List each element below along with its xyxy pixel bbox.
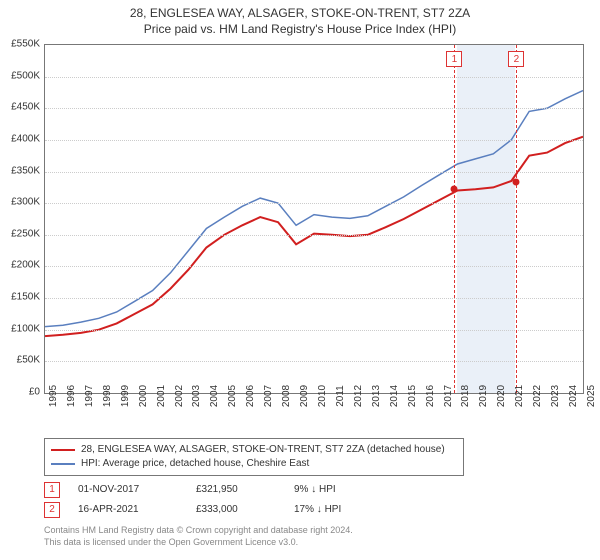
y-axis-label: £350K [2, 165, 40, 176]
y-axis-label: £0 [2, 387, 40, 398]
x-axis-label: 2009 [299, 385, 310, 407]
x-axis-label: 2002 [174, 385, 185, 407]
x-axis-label: 1997 [84, 385, 95, 407]
x-axis-label: 2003 [191, 385, 202, 407]
x-axis-label: 2022 [532, 385, 543, 407]
marker-dot-2 [513, 179, 520, 186]
marker-line-2 [516, 45, 517, 393]
gridline-h [45, 172, 583, 173]
y-axis-label: £450K [2, 102, 40, 113]
footer-line2: This data is licensed under the Open Gov… [44, 536, 353, 548]
x-axis-label: 2019 [478, 385, 489, 407]
y-axis-label: £550K [2, 39, 40, 50]
chart-lines-svg [45, 45, 583, 393]
marker-diff-2: 17% ↓ HPI [294, 500, 384, 520]
y-axis-label: £100K [2, 323, 40, 334]
y-axis-label: £400K [2, 133, 40, 144]
y-axis-label: £300K [2, 197, 40, 208]
x-axis-label: 1998 [102, 385, 113, 407]
y-axis-label: £500K [2, 70, 40, 81]
gridline-h [45, 140, 583, 141]
gridline-h [45, 77, 583, 78]
x-axis-label: 2010 [317, 385, 328, 407]
marker-dot-1 [451, 186, 458, 193]
footer-attribution: Contains HM Land Registry data © Crown c… [44, 524, 353, 548]
footer-line1: Contains HM Land Registry data © Crown c… [44, 524, 353, 536]
x-axis-label: 1996 [66, 385, 77, 407]
x-axis-label: 2005 [227, 385, 238, 407]
x-axis-label: 2016 [425, 385, 436, 407]
marker-badge-2: 2 [44, 502, 60, 518]
x-axis-label: 2021 [514, 385, 525, 407]
x-axis-label: 2001 [156, 385, 167, 407]
marker-row-2: 2 16-APR-2021 £333,000 17% ↓ HPI [44, 500, 384, 520]
marker-date-1: 01-NOV-2017 [78, 480, 178, 500]
x-axis-label: 2017 [443, 385, 454, 407]
gridline-h [45, 298, 583, 299]
title-line2: Price paid vs. HM Land Registry's House … [0, 22, 600, 36]
x-axis-label: 2018 [460, 385, 471, 407]
x-axis-label: 2012 [353, 385, 364, 407]
y-axis-label: £50K [2, 355, 40, 366]
gridline-h [45, 235, 583, 236]
markers-table: 1 01-NOV-2017 £321,950 9% ↓ HPI 2 16-APR… [44, 480, 384, 520]
chart-title-block: 28, ENGLESEA WAY, ALSAGER, STOKE-ON-TREN… [0, 0, 600, 36]
legend-swatch-price-paid [51, 449, 75, 451]
marker-flag-1: 1 [446, 51, 462, 67]
marker-flag-2: 2 [508, 51, 524, 67]
gridline-h [45, 361, 583, 362]
x-axis-label: 1999 [120, 385, 131, 407]
x-axis-label: 2024 [568, 385, 579, 407]
marker-badge-1: 1 [44, 482, 60, 498]
legend-box: 28, ENGLESEA WAY, ALSAGER, STOKE-ON-TREN… [44, 438, 464, 476]
marker-row-1: 1 01-NOV-2017 £321,950 9% ↓ HPI [44, 480, 384, 500]
x-axis-label: 2023 [550, 385, 561, 407]
gridline-h [45, 108, 583, 109]
marker-line-1 [454, 45, 455, 393]
legend-label-price-paid: 28, ENGLESEA WAY, ALSAGER, STOKE-ON-TREN… [81, 443, 445, 457]
x-axis-label: 2000 [138, 385, 149, 407]
x-axis-label: 2008 [281, 385, 292, 407]
x-axis-label: 2014 [389, 385, 400, 407]
series-line-hpi [45, 91, 583, 327]
marker-diff-1: 9% ↓ HPI [294, 480, 384, 500]
y-axis-label: £200K [2, 260, 40, 271]
x-axis-label: 1995 [48, 385, 59, 407]
gridline-h [45, 330, 583, 331]
gridline-h [45, 266, 583, 267]
marker-date-2: 16-APR-2021 [78, 500, 178, 520]
legend-label-hpi: HPI: Average price, detached house, Ches… [81, 457, 309, 471]
x-axis-label: 2015 [407, 385, 418, 407]
marker-price-2: £333,000 [196, 500, 276, 520]
x-axis-label: 2007 [263, 385, 274, 407]
x-axis-label: 2020 [496, 385, 507, 407]
y-axis-label: £150K [2, 292, 40, 303]
marker-price-1: £321,950 [196, 480, 276, 500]
x-axis-label: 2004 [209, 385, 220, 407]
legend-swatch-hpi [51, 463, 75, 465]
title-line1: 28, ENGLESEA WAY, ALSAGER, STOKE-ON-TREN… [0, 6, 600, 20]
legend-row-price-paid: 28, ENGLESEA WAY, ALSAGER, STOKE-ON-TREN… [51, 443, 457, 457]
gridline-h [45, 203, 583, 204]
x-axis-label: 2025 [586, 385, 597, 407]
x-axis-label: 2011 [335, 385, 346, 407]
x-axis-label: 2006 [245, 385, 256, 407]
x-axis-label: 2013 [371, 385, 382, 407]
legend-row-hpi: HPI: Average price, detached house, Ches… [51, 457, 457, 471]
chart-plot-area: 12 [44, 44, 584, 394]
y-axis-label: £250K [2, 228, 40, 239]
